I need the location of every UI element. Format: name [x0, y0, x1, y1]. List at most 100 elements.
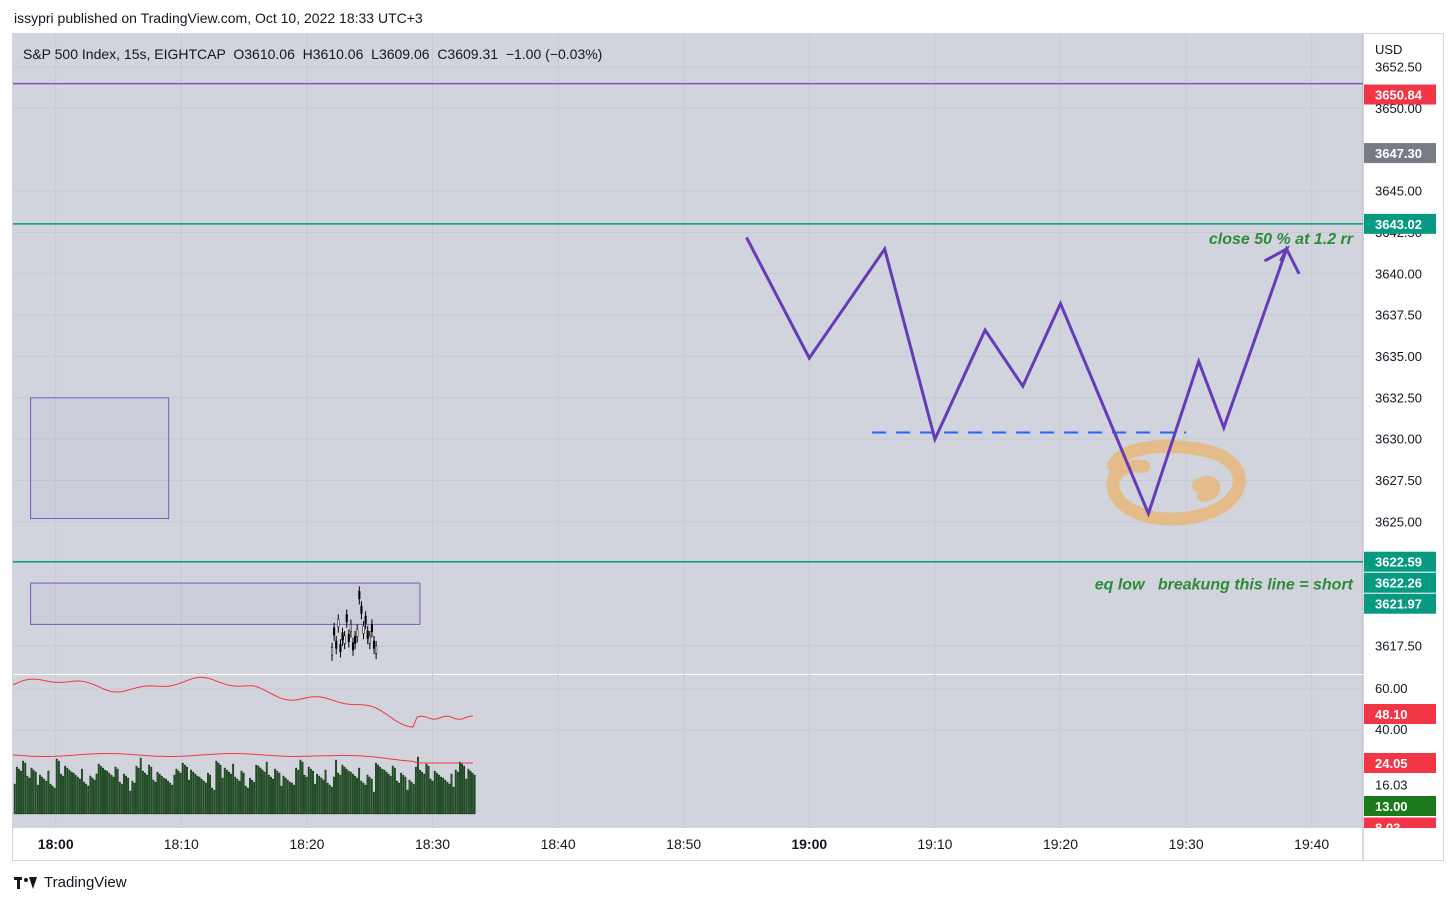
volume-bar: [13, 783, 16, 815]
candle-body: [333, 627, 336, 636]
chart-frame[interactable]: close 50 % at 1.2 rr eq low breakung this…: [12, 33, 1444, 861]
volume-bar: [146, 774, 148, 815]
price-tick-label: 3635.00: [1375, 349, 1422, 364]
candle-body: [362, 625, 365, 634]
volume-bar: [341, 764, 344, 815]
volume-bar: [137, 767, 140, 815]
volume-bar: [276, 770, 279, 815]
volume-bar: [251, 779, 253, 815]
grid: [13, 34, 1363, 828]
volume-bar: [337, 772, 340, 815]
oscillator-line: [13, 676, 474, 728]
volume-bar: [179, 772, 182, 815]
price-tick-label: 3645.00: [1375, 184, 1422, 199]
time-tick-label: 19:40: [1294, 836, 1329, 852]
volume-bar: [440, 776, 442, 815]
volume-bar: [246, 787, 249, 815]
volume-bar: [444, 779, 447, 815]
volume-bar: [263, 771, 266, 815]
volume-bar: [158, 773, 161, 815]
volume-bar: [177, 770, 180, 815]
volume-bar: [255, 764, 258, 815]
volume-bar: [339, 774, 342, 815]
volume-bar: [467, 768, 470, 815]
volume-bar: [141, 770, 144, 815]
volume-bar: [217, 762, 220, 815]
volume-bar: [377, 764, 379, 815]
volume-bar: [32, 769, 35, 815]
volume-bar: [459, 761, 461, 815]
candle-body: [366, 630, 369, 639]
volume-bar: [219, 764, 222, 815]
time-axis: 18:00 18:10 18:20 18:30 18:40 18:50 19:00 19:10…: [38, 836, 1330, 852]
volume-bar: [22, 760, 25, 815]
volume-bar: [202, 780, 205, 815]
volume-bar: [333, 776, 335, 815]
volume-bar: [114, 766, 117, 815]
price-tick-label: 3650.00: [1375, 101, 1422, 116]
candle-body: [337, 619, 340, 628]
volume-bar: [41, 776, 43, 815]
candle-body: [339, 643, 342, 652]
volume-bar: [274, 768, 277, 815]
price-badge-label: 3643.02: [1375, 217, 1422, 232]
volume-bar: [49, 783, 52, 815]
volume-bar: [404, 776, 407, 815]
time-tick-label: 18:10: [164, 836, 199, 852]
volume-bar: [93, 779, 96, 815]
volume-bar: [431, 780, 434, 815]
candle-body: [347, 634, 350, 643]
volume-bar: [402, 774, 405, 815]
volume-bar: [125, 775, 127, 815]
volume-bar: [139, 757, 142, 815]
volume-bar: [91, 777, 94, 815]
volume-bar: [387, 773, 390, 815]
volume-bar: [70, 771, 73, 815]
volume-bar: [154, 781, 157, 815]
time-tick-label: 18:00: [38, 836, 74, 852]
volume-bar: [427, 765, 430, 815]
volume-bar: [228, 771, 230, 815]
volume-badge-label: 16.03: [1375, 778, 1408, 793]
volume-bar: [469, 770, 472, 815]
volume-bar: [204, 782, 207, 815]
volume-bar: [343, 766, 346, 815]
tradingview-footer[interactable]: TradingView: [14, 874, 127, 891]
volume-bar: [307, 766, 310, 815]
volume-bar: [318, 775, 321, 815]
volume-bar: [230, 773, 232, 815]
volume-bar: [316, 773, 319, 815]
volume-bar: [238, 780, 241, 815]
volume-bar: [303, 774, 306, 815]
volume-bar: [24, 762, 27, 815]
volume-bar: [209, 774, 211, 815]
volume-bar: [221, 777, 224, 815]
volume-bar: [190, 769, 193, 815]
volume-bar: [301, 761, 304, 815]
candle-body: [330, 647, 334, 656]
volume-bar: [148, 764, 151, 815]
candle-body: [345, 614, 348, 623]
close-label: C3609.31: [430, 46, 499, 62]
volume-bar: [381, 768, 384, 815]
volume-bar: [64, 765, 67, 815]
volume-bar: [85, 783, 88, 815]
volume-bar: [454, 769, 457, 815]
volume-bar: [232, 763, 235, 815]
volume-bar: [282, 775, 285, 815]
volume-bar: [314, 783, 316, 815]
candles: [330, 586, 378, 661]
volume-bar: [196, 775, 199, 815]
volume-bar: [133, 782, 136, 815]
volume-bar: [169, 782, 172, 815]
price-badge-label: 3622.59: [1375, 555, 1422, 570]
chart-canvas[interactable]: close 50 % at 1.2 rr eq low breakung this…: [13, 34, 1444, 861]
volume-bar: [188, 779, 190, 815]
volume-bar: [448, 783, 451, 815]
volume-bar: [347, 770, 350, 815]
volume-bar: [131, 780, 134, 815]
volume-bar: [362, 782, 365, 815]
volume-bar: [244, 785, 247, 815]
volume-bar: [162, 777, 165, 815]
price-tick-label: 3640.00: [1375, 266, 1422, 281]
